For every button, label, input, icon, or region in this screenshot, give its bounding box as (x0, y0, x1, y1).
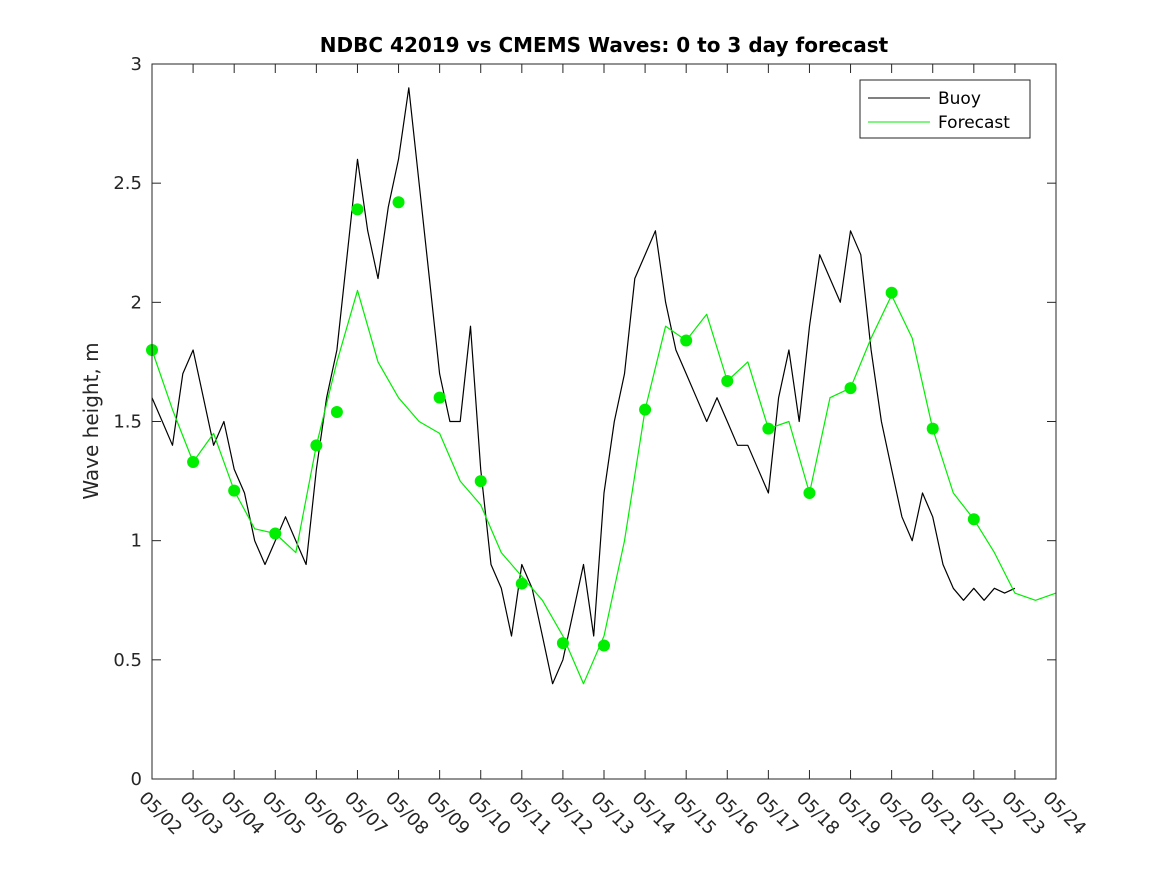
y-tick-label: 0 (131, 769, 142, 790)
series-line-forecast (151, 289, 1057, 685)
forecast-marker (228, 484, 241, 497)
forecast-marker (844, 382, 857, 395)
forecast-marker (803, 487, 816, 499)
y-tick-label: 0.5 (113, 650, 142, 671)
y-tick-label: 2 (131, 292, 142, 313)
y-tick-label: 3 (131, 54, 142, 75)
legend-box (859, 79, 1031, 139)
chart-title: NDBC 42019 vs CMEMS Waves: 0 to 3 day fo… (320, 33, 889, 57)
forecast-marker (310, 439, 323, 452)
y-tick-label: 1 (131, 531, 142, 552)
plot-area (152, 64, 1056, 779)
forecast-marker (474, 475, 487, 488)
forecast-marker (433, 391, 446, 404)
y-axis-label: Wave height, m (79, 342, 103, 499)
y-tick-label: 1.5 (113, 412, 142, 433)
legend-forecast-label: Forecast (938, 113, 1010, 133)
forecast-marker (515, 577, 528, 590)
forecast-marker (187, 456, 200, 469)
series-line-buoy (151, 87, 1016, 685)
legend: Buoy Forecast (859, 79, 1031, 139)
forecast-marker (721, 374, 734, 387)
forecast-marker (885, 286, 898, 299)
forecast-marker (598, 639, 610, 652)
forecast-marker (269, 527, 282, 540)
forecast-marker (967, 513, 980, 526)
forecast-marker (351, 203, 364, 216)
forecast-marker (556, 637, 569, 650)
forecast-marker (330, 405, 343, 418)
forecast-marker (680, 334, 693, 347)
forecast-marker (639, 403, 652, 416)
forecast-marker (762, 422, 775, 435)
forecast-marker (392, 196, 405, 209)
legend-buoy-label: Buoy (938, 89, 981, 109)
y-tick-label: 2.5 (113, 173, 142, 194)
forecast-marker (926, 422, 939, 435)
